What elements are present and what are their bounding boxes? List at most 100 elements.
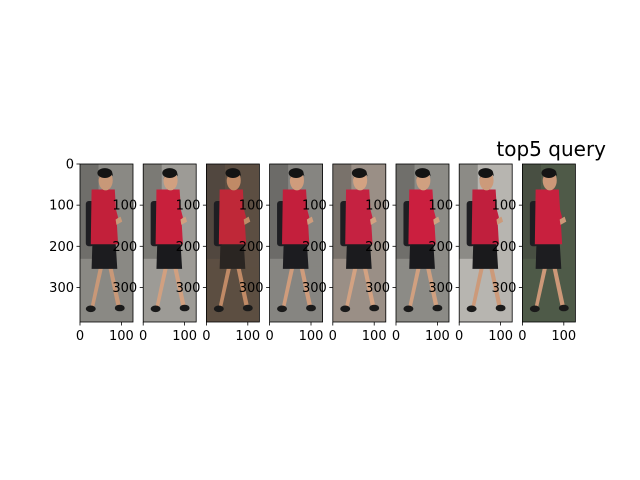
person-leg-left (471, 262, 485, 308)
person-photo (522, 164, 576, 322)
y-tick-label: 200 (492, 240, 517, 255)
x-tick-label: 100 (235, 329, 260, 344)
y-tick-label: 100 (492, 199, 517, 214)
y-tick-label: 200 (302, 240, 327, 255)
y-tick-label: 200 (239, 240, 264, 255)
person-shorts (409, 242, 435, 269)
person-sleeve (426, 192, 436, 222)
x-tick-label: 0 (139, 329, 147, 344)
y-tick-label: 100 (176, 199, 201, 214)
person-hair-top (351, 168, 367, 178)
x-tick-label: 0 (202, 329, 210, 344)
image-panel-6: 0 100 100 200 300 (365, 163, 450, 344)
person-shoe-left (85, 305, 96, 313)
person-hand (115, 216, 123, 225)
person-hand (243, 216, 251, 225)
person-hair-top (97, 168, 113, 178)
person-hair-top (162, 168, 178, 178)
person-leg-left (218, 262, 232, 308)
person-sleeve (363, 192, 373, 222)
person-photo (459, 164, 513, 322)
y-tick-label: 200 (365, 240, 390, 255)
image-panel-1: 0 100 0 100 200 300 (49, 158, 134, 345)
image-panels: 0 100 0 100 200 300 0 100 100 200 300 0 100 100 200 300… (49, 158, 576, 345)
y-tick-label: 300 (112, 281, 137, 296)
x-tick-label: 0 (455, 329, 463, 344)
image-panel-7: 0 100 100 200 300 (428, 163, 513, 344)
person-sleeve (173, 192, 183, 222)
x-tick-label: 100 (425, 329, 450, 344)
person-leg-right (235, 262, 249, 306)
person-photo (332, 164, 386, 322)
person-sleeve (489, 192, 499, 222)
photo-ground (143, 266, 197, 322)
image-panel-4: 0 100 100 200 300 (239, 163, 324, 344)
y-tick-label: 300 (176, 281, 201, 296)
person-leg-right (361, 262, 376, 306)
person-sleeve (300, 192, 310, 222)
person-shoe-left (213, 305, 224, 313)
x-tick-label: 0 (76, 329, 84, 344)
y-tick-label: 100 (365, 199, 390, 214)
person-shorts (346, 242, 372, 269)
person-shorts (472, 242, 499, 269)
person-shorts (91, 242, 118, 269)
person-shoe-left (150, 305, 161, 313)
image-panel-2: 0 100 100 200 300 (112, 163, 197, 344)
person-shoe-left (340, 305, 351, 313)
person-leg-right (424, 262, 439, 306)
person-shoe-right (558, 304, 569, 312)
y-tick-label: 100 (49, 199, 74, 214)
person-shoe-right (495, 304, 506, 312)
person-hair-top (415, 168, 430, 178)
axes-frame (395, 163, 450, 323)
person-hand (180, 216, 188, 225)
person-shorts (282, 242, 309, 269)
image-panel-3: 0 100 100 200 300 (176, 163, 260, 344)
axes-frame (522, 163, 576, 323)
x-tick-label: 100 (172, 329, 197, 344)
photo-ground (396, 266, 449, 322)
person-hair-top (478, 168, 494, 178)
photo-ground (522, 266, 576, 322)
person-shoe-right (432, 304, 443, 312)
person-photo (396, 164, 449, 322)
person-photo (269, 164, 323, 322)
person-hand (496, 216, 504, 225)
person-leg-right (172, 262, 186, 306)
person-shoe-left (529, 305, 540, 313)
image-panel-8: 0 100 100 200 300 (492, 163, 576, 344)
person-photo (143, 164, 197, 322)
person-shoe-right (306, 304, 316, 312)
y-tick-label: 0 (66, 158, 74, 173)
axes-frame (205, 163, 260, 323)
person-hand (433, 216, 440, 225)
person-hand (559, 216, 567, 225)
person-leg-right (107, 262, 121, 306)
y-tick-label: 100 (302, 199, 327, 214)
y-tick-label: 300 (239, 281, 264, 296)
person-shorts (219, 242, 246, 269)
person-sleeve (553, 192, 563, 222)
y-tick-label: 100 (428, 199, 453, 214)
axes-frame (458, 163, 513, 323)
y-tick-label: 200 (428, 240, 453, 255)
person-hair-top (288, 168, 304, 178)
person-leg-left (90, 262, 104, 308)
person-sleeve (108, 192, 119, 222)
person-leg-left (282, 262, 295, 308)
person-leg-right (551, 262, 565, 306)
person-hand (306, 216, 314, 225)
x-tick-label: 100 (362, 329, 387, 344)
person-shoe-left (466, 305, 477, 313)
x-tick-label: 100 (488, 329, 513, 344)
person-hair-top (225, 168, 241, 178)
person-shoe-left (403, 305, 414, 313)
y-tick-label: 200 (49, 240, 74, 255)
axes-frame (269, 163, 324, 323)
axes-frame (79, 163, 134, 323)
y-tick-label: 300 (49, 281, 74, 296)
x-tick-label: 100 (109, 329, 134, 344)
person-shoe-left (277, 305, 287, 313)
